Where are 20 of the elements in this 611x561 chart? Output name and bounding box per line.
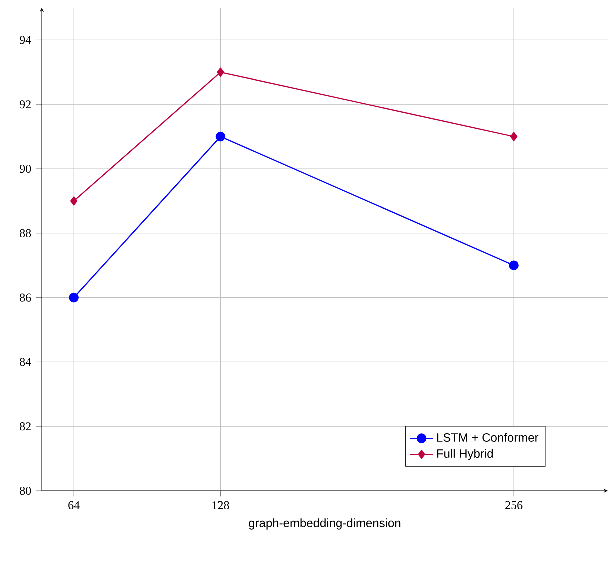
legend-label: Full Hybrid — [437, 449, 493, 460]
y-tick-label: 84 — [20, 358, 32, 366]
y-tick-label: 82 — [20, 422, 31, 431]
point — [510, 132, 518, 142]
y-tick-label: 86 — [20, 294, 32, 302]
x-tick-label: 128 — [212, 501, 230, 510]
point — [70, 196, 78, 206]
point — [509, 260, 519, 270]
x-tick-label: 256 — [506, 501, 523, 510]
point — [216, 132, 226, 142]
y-tick-label: 88 — [20, 229, 32, 238]
y-tick-label: 92 — [20, 100, 31, 109]
x-axis-title: graph-embedding-dimension — [249, 518, 401, 530]
y-tick-label: 90 — [20, 164, 32, 174]
point — [217, 68, 224, 77]
y-tick-label: 80 — [20, 486, 32, 496]
point — [69, 292, 79, 303]
x-tick-label: 64 — [68, 501, 80, 510]
y-tick-label: 94 — [20, 36, 32, 44]
legend-label: LSTM + Conformer — [437, 433, 539, 442]
